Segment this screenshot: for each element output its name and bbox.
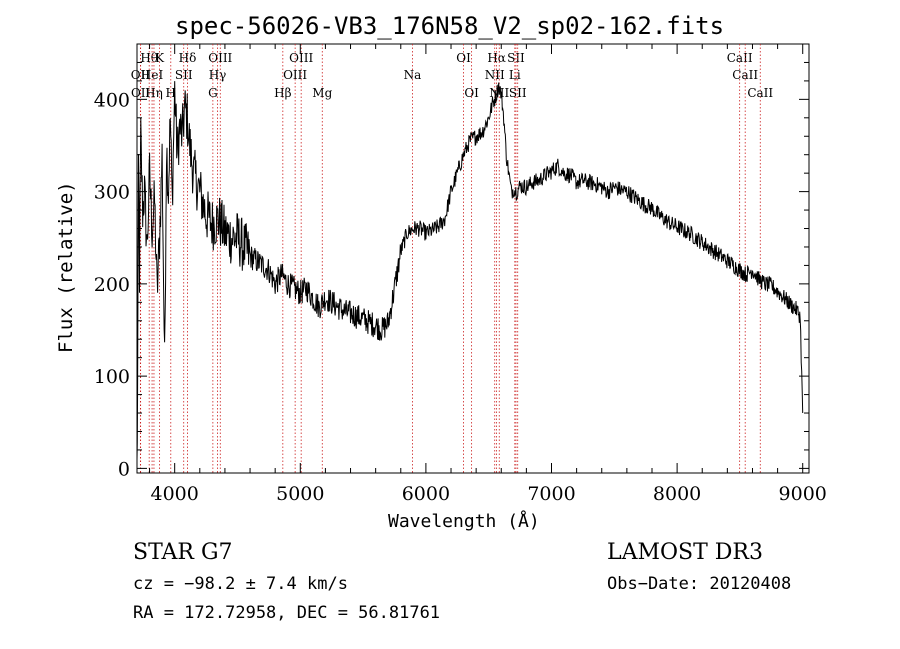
spectral-line-label: Hη — [145, 86, 163, 100]
y-axis-label: Flux (relative) — [55, 181, 77, 353]
spectral-line-label: OI — [456, 51, 471, 65]
spectral-line-label: HeI — [141, 68, 164, 82]
spectral-line-label: SII — [509, 86, 527, 100]
spectral-line-label: Na — [404, 68, 422, 82]
spectral-line-label: Hδ — [179, 51, 197, 65]
y-tick-label: 300 — [94, 182, 130, 204]
spectral-line-label: OI — [464, 86, 479, 100]
y-tick-label: 200 — [94, 274, 130, 296]
spectrum-series-line — [136, 81, 804, 460]
y-tick-label: 0 — [118, 458, 130, 480]
spectral-line-label: OII — [131, 68, 151, 82]
spectral-line-label: H — [166, 86, 176, 100]
spectral-line-label: NII — [485, 68, 505, 82]
x-tick-label: 6000 — [402, 483, 450, 505]
spectral-line-label: CaII — [747, 86, 773, 100]
chart-title: spec-56026-VB3_176N58_V2_sp02-162.fits — [175, 12, 725, 40]
spectral-line-label: SII — [507, 51, 525, 65]
spectral-line-label: Hγ — [209, 68, 227, 82]
spectral-line-label: OIII — [208, 51, 232, 65]
x-tick-label: 8000 — [653, 483, 701, 505]
spectral-line-label: SII — [175, 68, 193, 82]
observation-date: Obs−Date: 20120408 — [607, 574, 792, 594]
plot-frame — [136, 43, 810, 474]
spectral-line-label: Hβ — [274, 86, 291, 100]
y-tick-label: 400 — [94, 89, 130, 111]
spectral-line-label: Li — [509, 68, 521, 82]
x-tick-label: 5000 — [276, 483, 324, 505]
spectral-line-label: G — [208, 86, 218, 100]
spectral-line-label: CaII — [732, 68, 758, 82]
coordinates: RA = 172.72958, DEC = 56.81761 — [133, 603, 441, 623]
spectral-line-label: Hα — [487, 51, 506, 65]
survey-name: LAMOST DR3 — [607, 540, 763, 565]
spectral-line-label: CaII — [727, 51, 753, 65]
x-tick-label: 7000 — [527, 483, 575, 505]
x-tick-label: 9000 — [779, 483, 827, 505]
x-axis-label: Wavelength (Å) — [388, 511, 540, 532]
spectral-line-label: OIII — [283, 68, 307, 82]
spectral-line-label: K — [155, 51, 165, 65]
object-class: STAR G7 — [133, 540, 233, 565]
spectral-line-label: OIII — [289, 51, 313, 65]
spectral-line-label: OII — [131, 86, 151, 100]
y-tick-label: 100 — [94, 366, 130, 388]
redshift-velocity: cz = −98.2 ± 7.4 km/s — [133, 574, 348, 594]
spectral-line-label: Mg — [312, 86, 332, 100]
x-tick-label: 4000 — [151, 483, 199, 505]
